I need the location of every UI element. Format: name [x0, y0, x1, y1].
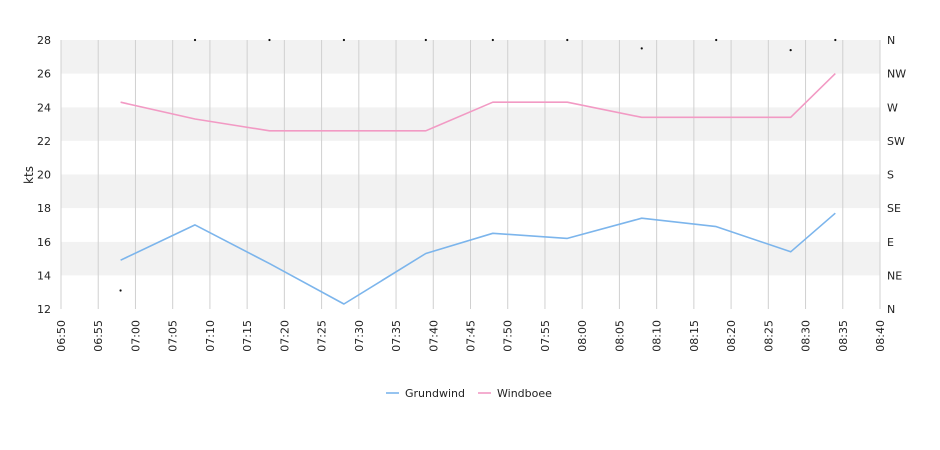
right-tick-label: SE: [887, 202, 901, 215]
x-tick-label: 06:50: [55, 320, 68, 352]
direction-marker: [342, 38, 346, 42]
series-line-windboee: [120, 73, 836, 132]
right-tick-label: E: [887, 236, 894, 249]
series-line-grundwind: [120, 212, 836, 305]
legend-label: Grundwind: [405, 387, 465, 400]
y-tick-label: 20: [37, 169, 51, 182]
x-tick-label: 08:25: [762, 320, 775, 352]
x-tick-label: 07:20: [278, 320, 291, 352]
x-tick-label: 07:45: [465, 320, 478, 352]
x-tick-label: 07:55: [539, 320, 552, 352]
y-axis-title: kts: [22, 166, 36, 184]
series-lines: [120, 73, 836, 305]
x-tick-label: 07:25: [316, 320, 329, 352]
x-axis-ticks: 06:50 06:55 07:00 07:05 07:10 07:15 07:20 07:25…: [55, 320, 887, 352]
right-tick-label: S: [887, 169, 894, 182]
legend-item-windboee[interactable]: Windboee: [478, 387, 552, 400]
x-tick-label: 08:20: [725, 320, 738, 352]
x-tick-label: 07:50: [502, 320, 515, 352]
x-tick-label: 08:35: [837, 320, 850, 352]
x-tick-label: 08:05: [613, 320, 626, 352]
y-tick-label: 22: [37, 135, 51, 148]
x-tick-label: 07:40: [427, 320, 440, 352]
direction-marker: [834, 38, 837, 42]
direction-marker: [491, 38, 494, 42]
direction-marker: [268, 38, 271, 42]
x-tick-label: 07:35: [390, 320, 403, 352]
y-tick-label: 14: [37, 269, 51, 282]
x-tick-label: 07:00: [129, 320, 142, 352]
left-axis-ticks: 12 14 16 18 20 22 24 26 28: [37, 34, 51, 316]
x-tick-label: 07:05: [167, 320, 180, 352]
direction-marker: [640, 47, 643, 50]
x-tick-label: 08:10: [651, 320, 664, 352]
direction-marker: [193, 38, 197, 42]
right-tick-label: SW: [887, 135, 905, 148]
y-tick-label: 16: [37, 236, 51, 249]
legend[interactable]: Grundwind Windboee: [386, 387, 552, 400]
x-tick-label: 08:00: [576, 320, 589, 352]
x-tick-label: 08:40: [874, 320, 887, 352]
right-tick-label: W: [887, 101, 898, 114]
y-tick-label: 24: [37, 101, 51, 114]
right-tick-label: N: [887, 303, 895, 316]
direction-marker: [424, 38, 427, 42]
x-tick-label: 06:55: [92, 320, 105, 352]
x-tick-label: 07:30: [353, 320, 366, 352]
y-tick-label: 28: [37, 34, 51, 47]
x-tick-label: 07:10: [204, 320, 217, 352]
legend-item-grundwind[interactable]: Grundwind: [386, 387, 465, 400]
direction-marker: [789, 48, 792, 52]
direction-marker: [119, 289, 122, 292]
direction-marker: [715, 38, 718, 42]
legend-label: Windboee: [497, 387, 552, 400]
right-tick-label: NW: [887, 68, 906, 81]
y-tick-label: 26: [37, 68, 51, 81]
right-axis-ticks: N NE E SE S SW W NW N: [887, 34, 906, 316]
y-tick-label: 12: [37, 303, 51, 316]
x-tick-label: 08:30: [800, 320, 813, 352]
x-tick-label: 08:15: [688, 320, 701, 352]
right-tick-label: N: [887, 34, 895, 47]
y-tick-label: 18: [37, 202, 51, 215]
vertical-gridlines: [60, 40, 881, 309]
right-tick-label: NE: [887, 269, 902, 282]
x-tick-label: 07:15: [241, 320, 254, 352]
direction-marker: [566, 38, 569, 42]
direction-markers: [119, 38, 837, 292]
